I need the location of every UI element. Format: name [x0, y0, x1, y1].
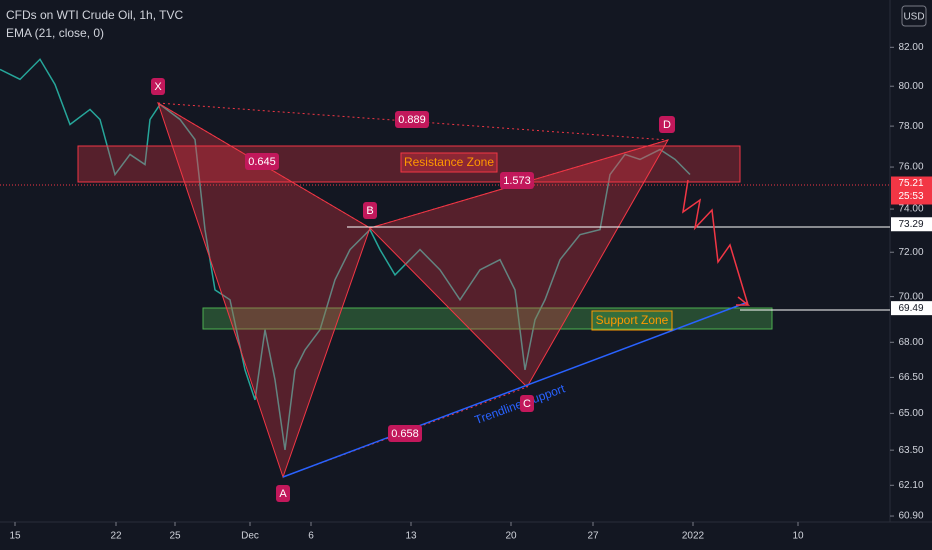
y-tick-label: 80.00 [898, 81, 923, 92]
x-tick-label: 10 [792, 531, 804, 542]
zone-label-box [400, 152, 498, 173]
x-tick-label: 13 [405, 531, 417, 542]
x-tick-label: 6 [308, 531, 314, 542]
chart-title: CFDs on WTI Crude Oil, 1h, TVC [6, 8, 183, 22]
price-line [0, 58, 691, 451]
y-tick-label: 65.00 [898, 408, 923, 419]
price-label: 73.29 [898, 219, 923, 230]
currency-box [901, 5, 927, 27]
point-box [276, 485, 290, 502]
y-tick-label: 74.00 [898, 204, 923, 215]
price-label: 75.21 [898, 178, 923, 189]
y-tick-label: 62.10 [898, 480, 923, 491]
y-tick-label: 72.00 [898, 247, 923, 258]
ratio-label: 0.658 [391, 428, 419, 440]
y-tick-label: 82.00 [898, 42, 923, 53]
ratio-label: 0.645 [248, 156, 276, 168]
support-zone [202, 307, 773, 330]
arrow-head [736, 296, 751, 306]
point-label: A [279, 488, 287, 500]
ratio-box [245, 153, 279, 170]
resistance-zone [77, 145, 741, 183]
ratio-box [395, 111, 429, 128]
point-label: D [663, 119, 671, 131]
ratio-label: 1.573 [503, 175, 531, 187]
zone-label: Resistance Zone [404, 155, 494, 169]
trendline [282, 301, 749, 478]
projection-arrow [681, 179, 749, 306]
indicator-label: EMA (21, close, 0) [6, 26, 104, 40]
y-tick-label: 60.90 [898, 511, 923, 522]
price-label-box [891, 176, 932, 205]
x-tick-label: 20 [505, 531, 517, 542]
x-tick-label: 2022 [682, 531, 705, 542]
point-box [151, 78, 165, 95]
x-tick-label: 25 [169, 531, 181, 542]
point-box [363, 202, 377, 219]
ratio-box [388, 425, 422, 442]
ratio-line [157, 102, 371, 229]
y-tick-label: 78.00 [898, 121, 923, 132]
y-tick-label: 66.50 [898, 372, 923, 383]
y-tick-label: 76.00 [898, 162, 923, 173]
point-label: B [366, 205, 373, 217]
point-label: C [523, 398, 531, 410]
y-tick-label: 70.00 [898, 291, 923, 302]
zone-label: Support Zone [596, 313, 669, 327]
ratio-label: 0.889 [398, 114, 426, 126]
price-label-box [891, 301, 932, 316]
currency: USD [903, 12, 924, 23]
x-tick-label: 22 [110, 531, 122, 542]
countdown: 25:53 [898, 191, 923, 202]
y-tick-label: 68.00 [898, 337, 923, 348]
zone-label-box [591, 310, 673, 331]
price-label: 69.49 [898, 303, 923, 314]
x-tick-label: 15 [9, 531, 21, 542]
y-tick-label: 63.50 [898, 445, 923, 456]
point-box [659, 116, 675, 133]
ratio-box [500, 172, 534, 189]
point-box [520, 395, 534, 412]
point-label: X [154, 81, 162, 93]
x-tick-label: 27 [587, 531, 599, 542]
x-tick-label: Dec [241, 531, 259, 542]
price-label-box [891, 217, 932, 232]
